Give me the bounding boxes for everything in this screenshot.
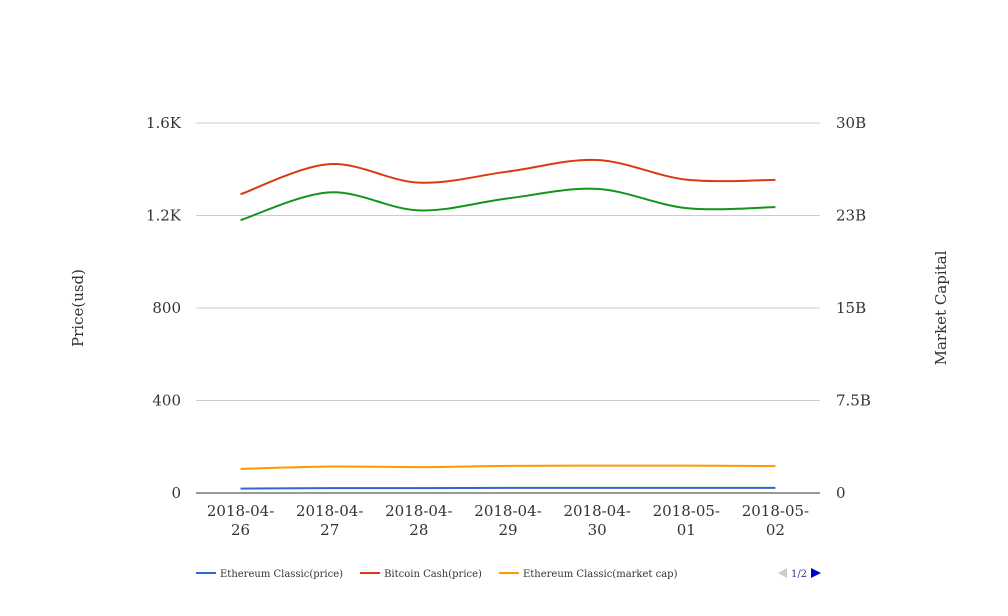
left-axis-ticks: 0 400 800 1.2K 1.6K: [146, 114, 182, 502]
series-line-0: [240, 486, 776, 490]
x-tick-label: 2018-04-27: [296, 502, 363, 539]
gridlines: [196, 122, 820, 401]
right-tick-label: 0: [836, 484, 846, 502]
legend-label: Ethereum Classic(price): [220, 569, 343, 580]
legend-label: Ethereum Classic(market cap): [523, 569, 678, 580]
left-axis-title: Price(usd): [69, 269, 87, 347]
right-axis-ticks: 0 7.5B 15B 23B 30B: [836, 114, 871, 502]
series-line-2: [240, 464, 776, 470]
x-tick-label: 2018-05-02: [742, 502, 809, 539]
legend-pager[interactable]: 1/2: [778, 568, 821, 580]
left-tick-label: 1.6K: [146, 114, 182, 132]
right-tick-label: 15B: [836, 299, 866, 317]
left-tick-label: 400: [152, 392, 181, 410]
prev-page-icon[interactable]: [778, 568, 787, 578]
x-axis-ticks: 2018-04-26 2018-04-27 2018-04-28 2018-04-29…: [207, 502, 809, 539]
x-tick-label: 2018-04-29: [474, 502, 541, 539]
legend-label: Bitcoin Cash(price): [384, 569, 482, 580]
series-line-1: [240, 158, 776, 196]
right-tick-label: 30B: [836, 114, 866, 132]
x-tick-label: 2018-04-30: [563, 502, 630, 539]
left-tick-label: 800: [152, 299, 181, 317]
right-axis-title: Market Capital: [932, 250, 950, 365]
legend: Ethereum Classic(price) Bitcoin Cash(pric…: [196, 569, 678, 580]
legend-page-indicator: 1/2: [791, 569, 807, 580]
x-tick-label: 2018-05-01: [653, 502, 720, 539]
left-tick-label: 1.2K: [146, 207, 182, 225]
x-tick-label: 2018-04-28: [385, 502, 452, 539]
next-page-icon[interactable]: [811, 568, 821, 578]
x-tick-label: 2018-04-26: [207, 502, 274, 539]
series-lines: [240, 158, 776, 490]
left-tick-label: 0: [171, 484, 181, 502]
right-tick-label: 7.5B: [836, 392, 871, 410]
right-tick-label: 23B: [836, 207, 866, 225]
